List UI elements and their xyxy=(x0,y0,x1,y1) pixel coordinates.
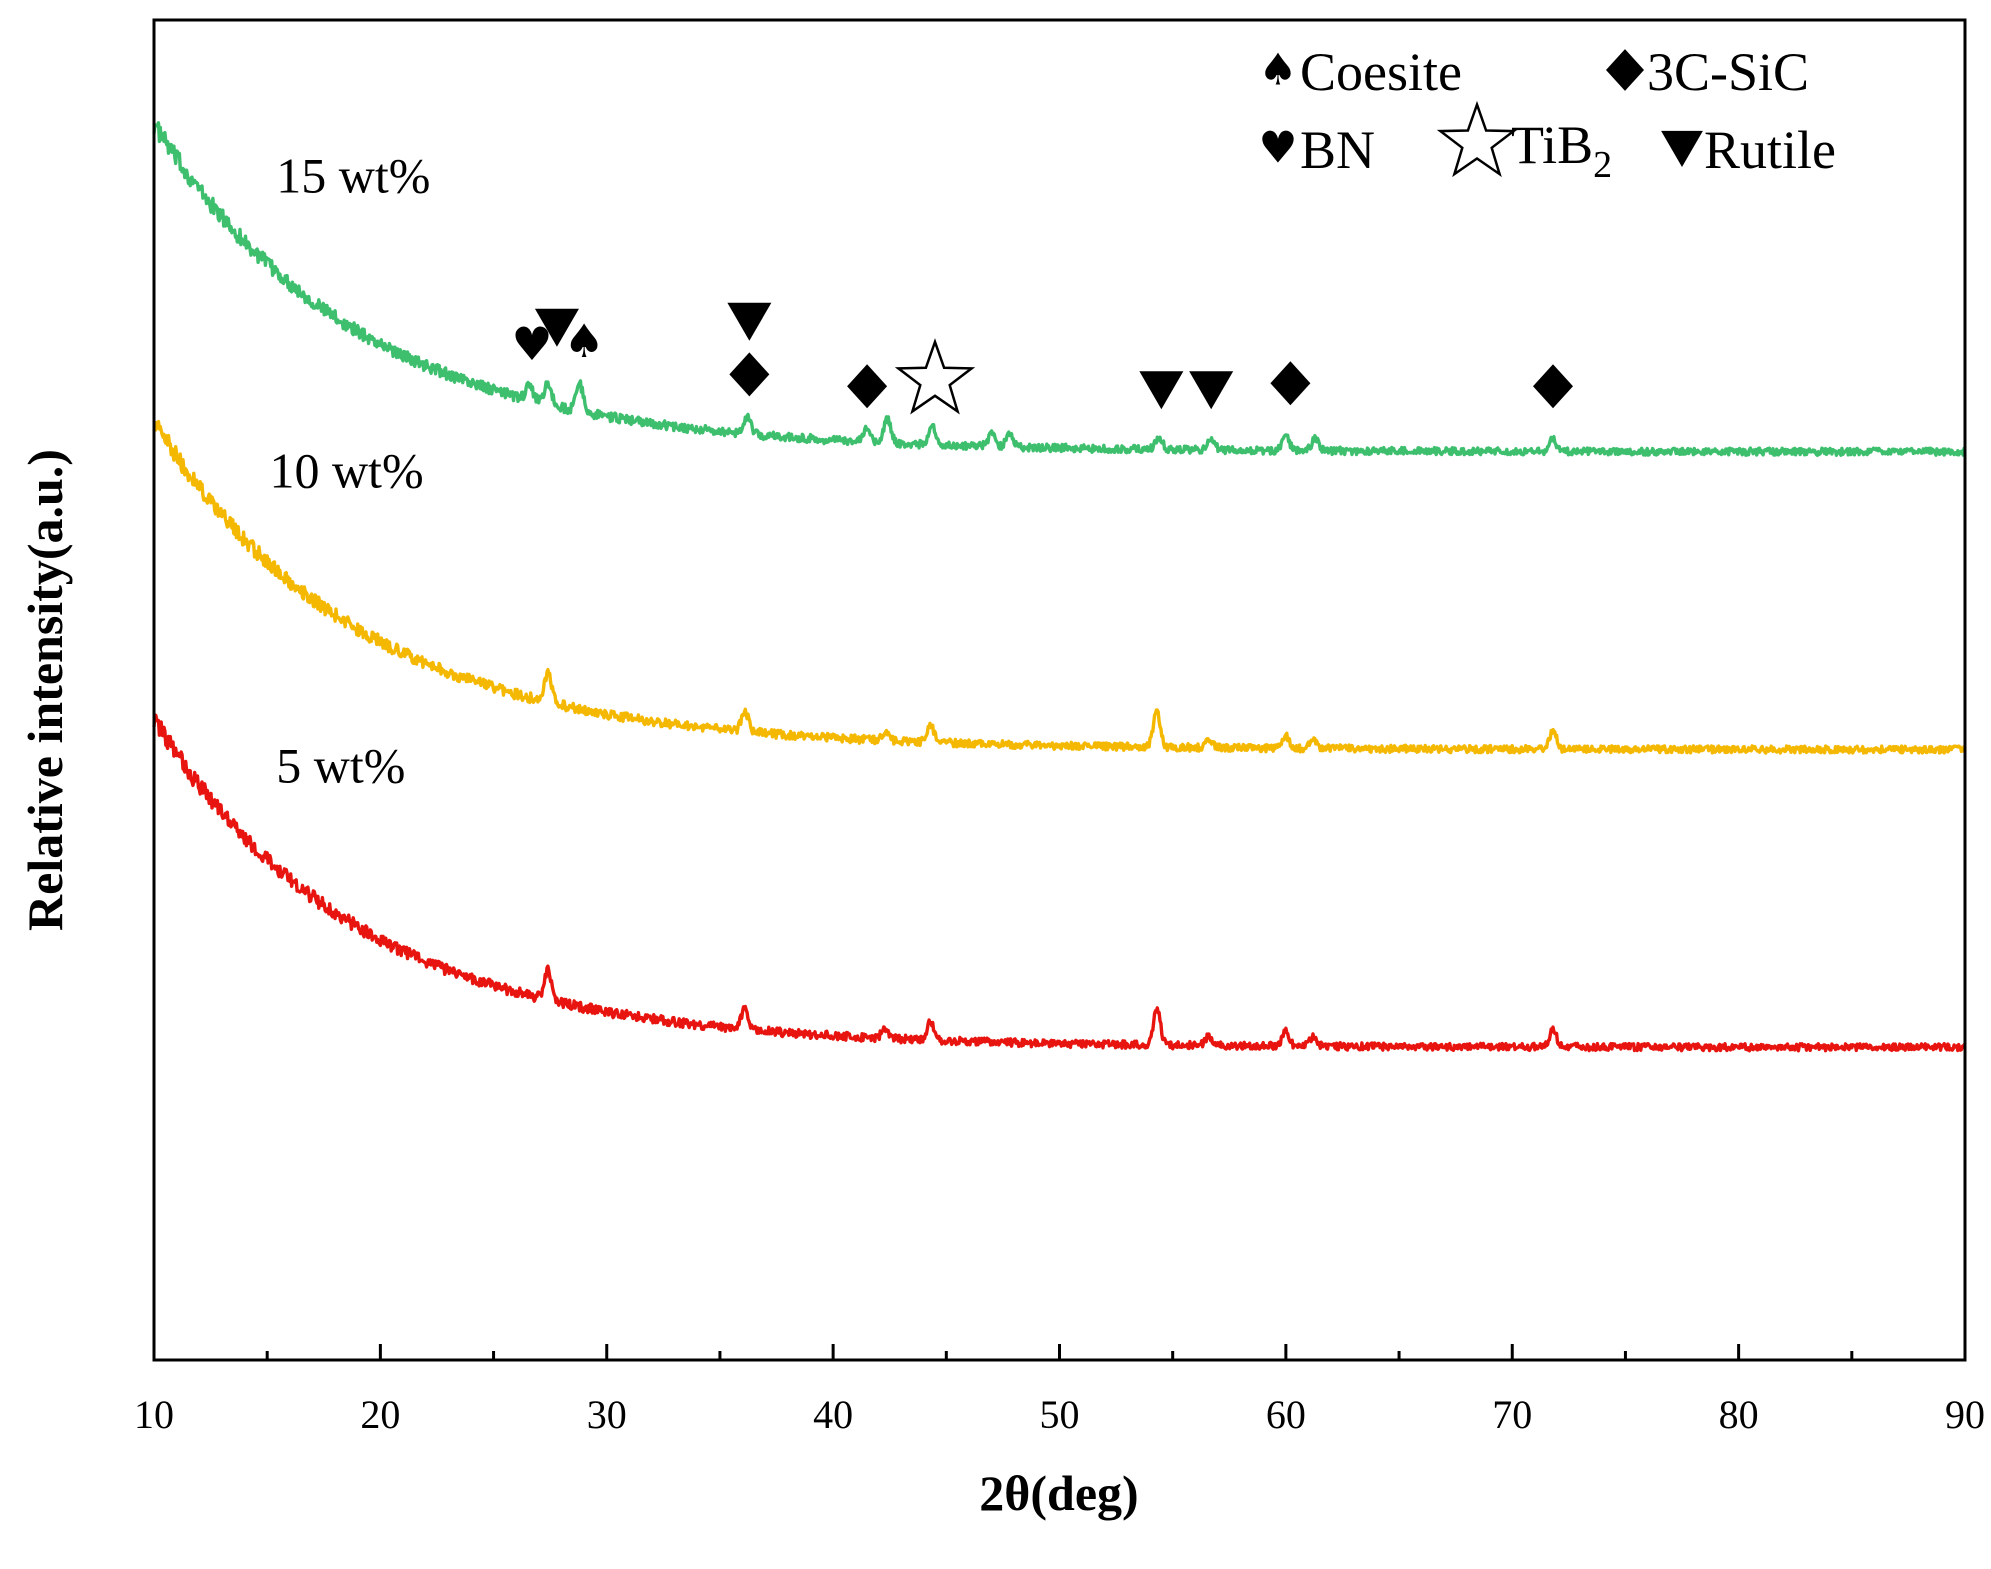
series-label: 5 wt% xyxy=(276,737,405,793)
x-axis-ticks: 10 20 30 40 50 60 70 80 90 xyxy=(134,1344,1985,1437)
x-tick-label: 40 xyxy=(813,1392,853,1437)
legend-label: 3C-SiC xyxy=(1647,42,1809,102)
x-tick-label: 50 xyxy=(1040,1392,1080,1437)
series-line xyxy=(152,713,1967,1053)
bn-marker-icon: ♥ xyxy=(1258,122,1297,173)
legend-entry: TiB2 xyxy=(1436,100,1612,186)
legend: ♠ Coesite 3C-SiC ♥ BN TiB2 Rutile xyxy=(1258,42,1836,186)
legend-entry: 3C-SiC xyxy=(1606,42,1809,102)
rutile-marker-icon xyxy=(727,302,772,341)
x-tick-label: 60 xyxy=(1266,1392,1306,1437)
tib2-marker-icon xyxy=(894,338,976,415)
y-axis-title: Relative intensity(a.u.) xyxy=(17,449,73,931)
series-layer xyxy=(152,121,1967,1053)
sic-marker-icon xyxy=(847,364,888,409)
series-label-layer: 15 wt% 10 wt% 5 wt% xyxy=(269,148,430,794)
series-label: 15 wt% xyxy=(276,148,430,204)
sic-marker-icon xyxy=(1606,49,1644,91)
series-line xyxy=(152,121,1966,457)
coesite-marker-icon: ♠ xyxy=(563,314,604,368)
x-axis-title: 2θ(deg) xyxy=(979,1465,1138,1521)
x-tick-label: 80 xyxy=(1719,1392,1759,1437)
x-tick-label: 20 xyxy=(360,1392,400,1437)
legend-entry: Rutile xyxy=(1661,120,1836,180)
rutile-marker-icon xyxy=(534,308,579,347)
tib2-marker-icon xyxy=(1436,100,1518,178)
rutile-marker-icon xyxy=(1139,371,1184,410)
sic-marker-icon xyxy=(729,352,770,397)
legend-label: TiB2 xyxy=(1511,115,1612,186)
rutile-marker-icon xyxy=(1661,130,1703,167)
rutile-marker-icon xyxy=(1189,371,1234,410)
phase-marker-layer: ♥ ♠ xyxy=(511,302,1573,415)
sic-marker-icon xyxy=(1270,361,1311,406)
legend-label: Rutile xyxy=(1704,120,1836,180)
sic-marker-icon xyxy=(1532,364,1573,409)
x-tick-label: 70 xyxy=(1492,1392,1532,1437)
x-tick-label: 90 xyxy=(1945,1392,1985,1437)
legend-label: BN xyxy=(1300,120,1375,180)
series-line xyxy=(152,420,1967,755)
x-tick-label: 10 xyxy=(134,1392,174,1437)
legend-entry: ♠ Coesite xyxy=(1258,42,1462,102)
legend-label: Coesite xyxy=(1300,42,1462,102)
coesite-marker-icon: ♠ xyxy=(1258,44,1297,95)
x-tick-label: 30 xyxy=(587,1392,627,1437)
series-label: 10 wt% xyxy=(269,443,423,499)
legend-entry: ♥ BN xyxy=(1258,120,1375,180)
